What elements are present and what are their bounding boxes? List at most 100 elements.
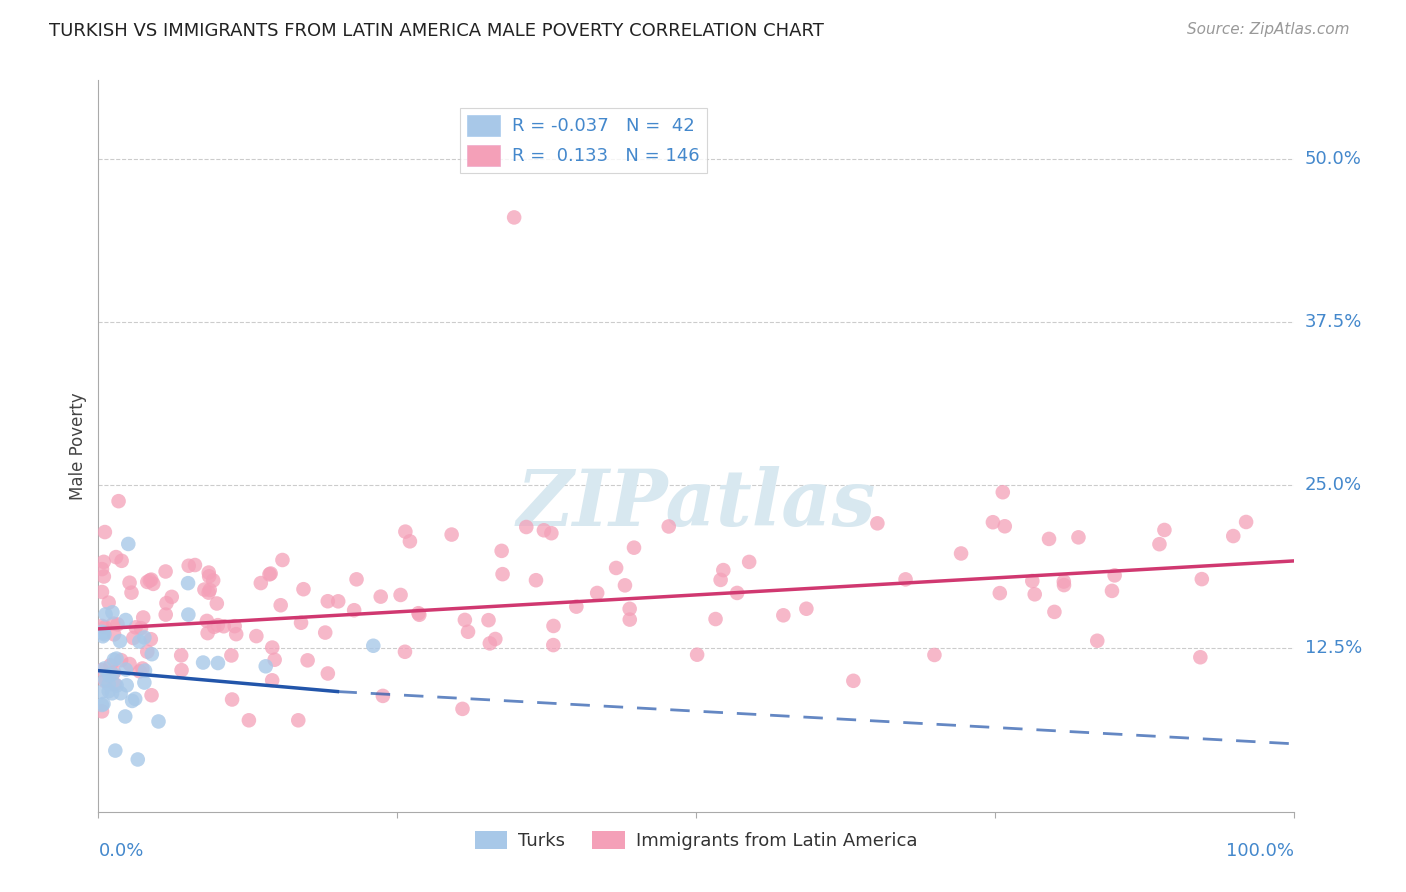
Point xyxy=(408,606,430,620)
Point xyxy=(205,597,228,611)
Point xyxy=(270,599,292,613)
Text: TURKISH VS IMMIGRANTS FROM LATIN AMERICA MALE POVERTY CORRELATION CHART: TURKISH VS IMMIGRANTS FROM LATIN AMERICA… xyxy=(49,22,824,40)
Point xyxy=(894,572,917,586)
Point xyxy=(91,663,114,677)
Point xyxy=(148,714,170,729)
Point xyxy=(1104,568,1126,582)
Point xyxy=(245,629,267,643)
Point xyxy=(212,619,235,633)
Point xyxy=(91,685,114,699)
Point xyxy=(94,620,117,634)
Point xyxy=(114,709,136,723)
Point xyxy=(613,578,636,592)
Point xyxy=(263,653,285,667)
Point xyxy=(101,686,124,700)
Legend: Turks, Immigrants from Latin America: Turks, Immigrants from Latin America xyxy=(468,823,924,857)
Text: 25.0%: 25.0% xyxy=(1305,476,1362,494)
Point xyxy=(1234,515,1257,529)
Point xyxy=(128,665,150,679)
Point xyxy=(93,627,115,641)
Point xyxy=(155,607,177,622)
Point xyxy=(772,608,794,623)
Point xyxy=(128,634,150,648)
Point xyxy=(524,573,547,587)
Point xyxy=(478,636,501,650)
Point xyxy=(91,698,114,712)
Point xyxy=(131,661,153,675)
Point xyxy=(94,524,117,539)
Point xyxy=(394,524,416,539)
Point xyxy=(259,566,281,581)
Point xyxy=(105,550,128,565)
Point xyxy=(988,586,1011,600)
Point xyxy=(103,653,125,667)
Point xyxy=(198,569,221,583)
Point xyxy=(950,546,973,560)
Point xyxy=(160,590,183,604)
Text: ZIPatlas: ZIPatlas xyxy=(516,467,876,542)
Point xyxy=(994,519,1017,533)
Point xyxy=(114,613,136,627)
Point xyxy=(316,594,339,608)
Point xyxy=(207,618,229,632)
Point xyxy=(97,684,120,698)
Point xyxy=(177,558,200,573)
Text: Source: ZipAtlas.com: Source: ZipAtlas.com xyxy=(1187,22,1350,37)
Point xyxy=(121,585,143,599)
Point xyxy=(1067,530,1090,544)
Point xyxy=(394,645,416,659)
Point xyxy=(249,576,271,591)
Point xyxy=(104,677,127,691)
Point xyxy=(1043,605,1066,619)
Point xyxy=(141,573,163,587)
Point xyxy=(866,516,889,531)
Point xyxy=(1189,650,1212,665)
Point xyxy=(94,607,117,622)
Point xyxy=(134,631,156,645)
Point xyxy=(1222,529,1244,543)
Point xyxy=(93,697,115,711)
Point xyxy=(686,648,709,662)
Point xyxy=(202,620,225,634)
Point xyxy=(141,688,163,702)
Text: 100.0%: 100.0% xyxy=(1226,842,1294,860)
Point xyxy=(738,555,761,569)
Point xyxy=(110,653,132,667)
Point xyxy=(457,624,479,639)
Point xyxy=(710,573,733,587)
Point xyxy=(370,590,392,604)
Point xyxy=(184,558,207,572)
Point xyxy=(115,678,138,692)
Point xyxy=(343,603,366,617)
Point xyxy=(619,602,641,616)
Point xyxy=(586,586,609,600)
Point xyxy=(221,648,243,663)
Point xyxy=(503,211,526,225)
Point xyxy=(139,632,162,647)
Point xyxy=(543,638,565,652)
Point xyxy=(316,666,339,681)
Point xyxy=(118,575,141,590)
Point xyxy=(262,673,284,688)
Point xyxy=(197,626,219,640)
Point xyxy=(91,704,114,718)
Point xyxy=(540,526,562,541)
Point xyxy=(623,541,645,555)
Point xyxy=(254,659,277,673)
Point xyxy=(451,702,474,716)
Point xyxy=(170,663,193,677)
Point xyxy=(124,691,146,706)
Point xyxy=(170,648,193,663)
Point xyxy=(924,648,946,662)
Point xyxy=(121,694,143,708)
Point xyxy=(191,656,214,670)
Point xyxy=(197,585,219,599)
Point xyxy=(619,613,641,627)
Point xyxy=(142,577,165,591)
Point xyxy=(346,572,368,586)
Point xyxy=(134,675,156,690)
Point xyxy=(94,674,117,689)
Point xyxy=(515,520,537,534)
Point xyxy=(796,601,818,615)
Point xyxy=(287,714,309,728)
